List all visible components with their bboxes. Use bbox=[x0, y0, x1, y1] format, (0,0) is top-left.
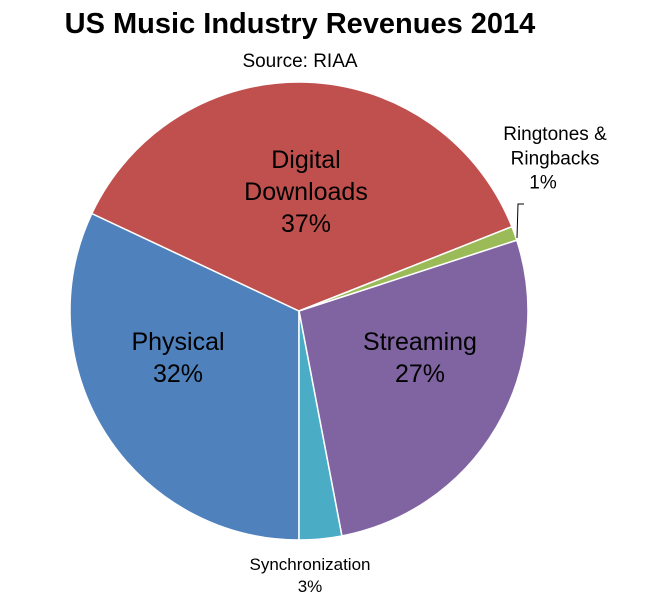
slice-percent-label: 37% bbox=[281, 210, 331, 238]
slice-label: Digital Downloads bbox=[244, 146, 368, 206]
pie-slice-synchronization bbox=[298, 310, 343, 541]
slice-percent-label: 27% bbox=[395, 360, 445, 388]
slice-label: Streaming bbox=[363, 328, 477, 356]
slice-label: Ringtones & Ringbacks bbox=[503, 124, 607, 169]
pie-slice-digital-downloads bbox=[90, 81, 513, 312]
pie-slice-streaming bbox=[298, 239, 529, 537]
slice-percent-label: 1% bbox=[529, 173, 557, 194]
chart-title: US Music Industry Revenues 2014 bbox=[65, 8, 536, 40]
chart-subtitle: Source: RIAA bbox=[242, 51, 357, 72]
slice-label: Physical bbox=[131, 328, 224, 356]
slice-percent-label: 3% bbox=[298, 577, 323, 596]
leader-line bbox=[516, 203, 524, 239]
slice-percent-label: 32% bbox=[153, 360, 203, 388]
slice-label: Synchronization bbox=[250, 555, 371, 574]
pie-slice-physical bbox=[69, 212, 300, 541]
